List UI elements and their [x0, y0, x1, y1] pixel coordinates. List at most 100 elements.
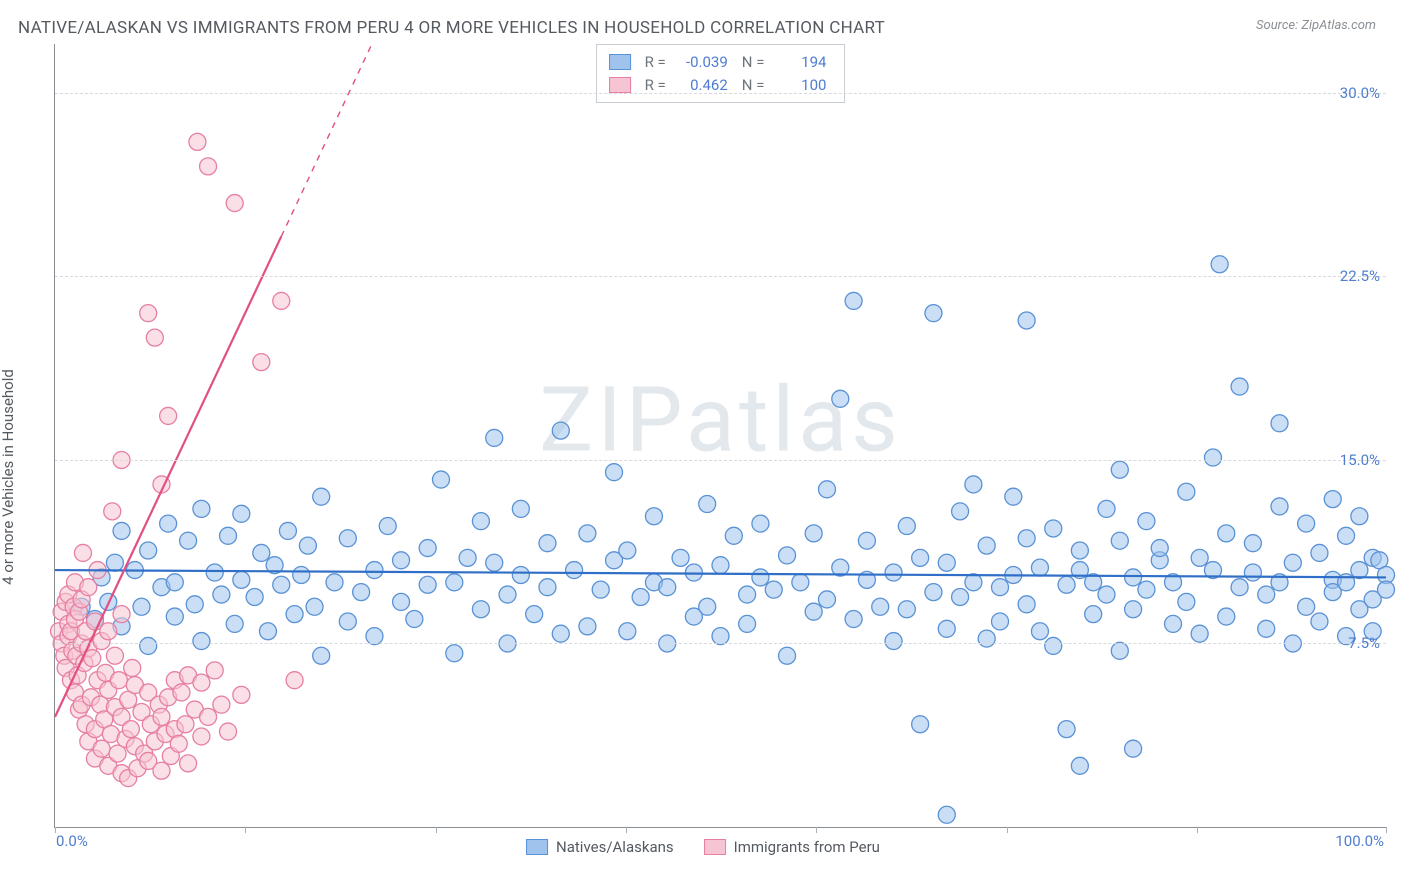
data-point	[213, 696, 230, 713]
data-point	[1191, 549, 1208, 566]
data-point	[419, 540, 436, 557]
data-point	[1125, 601, 1142, 618]
x-tick	[626, 827, 627, 833]
data-point	[1125, 569, 1142, 586]
data-point	[1138, 513, 1155, 530]
series-legend: Natives/AlaskansImmigrants from Peru	[526, 838, 880, 856]
x-tick	[816, 827, 817, 833]
data-point	[1218, 525, 1235, 542]
data-point	[170, 735, 187, 752]
data-point	[1005, 488, 1022, 505]
data-point	[1031, 623, 1048, 640]
data-point	[259, 623, 276, 640]
data-point	[739, 615, 756, 632]
x-axis-max-label: 100.0%	[1335, 832, 1384, 850]
data-point	[645, 508, 662, 525]
data-point	[133, 598, 150, 615]
data-point	[752, 569, 769, 586]
data-point	[885, 633, 902, 650]
data-point	[226, 195, 243, 212]
data-point	[1298, 598, 1315, 615]
data-point	[1071, 757, 1088, 774]
data-point	[912, 716, 929, 733]
data-point	[286, 606, 303, 623]
data-point	[699, 496, 716, 513]
data-point	[566, 562, 583, 579]
plot-svg	[55, 44, 1386, 827]
data-point	[140, 637, 157, 654]
data-point	[246, 588, 263, 605]
legend-swatch	[609, 54, 631, 70]
data-point	[1018, 312, 1035, 329]
data-point	[446, 574, 463, 591]
data-point	[898, 518, 915, 535]
data-point	[912, 549, 929, 566]
data-point	[313, 488, 330, 505]
data-point	[872, 598, 889, 615]
y-tick-label: 22.5%	[1340, 267, 1380, 285]
data-point	[186, 596, 203, 613]
data-point	[938, 554, 955, 571]
stat-r-label: R =	[645, 51, 666, 74]
data-point	[293, 566, 310, 583]
data-point	[539, 535, 556, 552]
gridline	[55, 643, 1386, 644]
data-point	[512, 500, 529, 517]
data-point	[725, 527, 742, 544]
data-point	[177, 716, 194, 733]
data-point	[253, 544, 270, 561]
data-point	[938, 620, 955, 637]
data-point	[552, 422, 569, 439]
data-point	[339, 613, 356, 630]
data-point	[1111, 461, 1128, 478]
stats-legend-row: R =-0.039N =194	[609, 51, 827, 74]
data-point	[619, 623, 636, 640]
data-point	[1244, 564, 1261, 581]
data-point	[160, 515, 177, 532]
x-tick	[245, 827, 246, 833]
data-point	[233, 571, 250, 588]
data-point	[379, 518, 396, 535]
data-point	[106, 647, 123, 664]
data-point	[1045, 637, 1062, 654]
data-point	[1204, 449, 1221, 466]
data-point	[113, 522, 130, 539]
data-point	[1338, 527, 1355, 544]
data-point	[619, 542, 636, 559]
data-point	[459, 549, 476, 566]
data-point	[206, 564, 223, 581]
data-point	[992, 613, 1009, 630]
data-point	[100, 623, 117, 640]
data-point	[193, 633, 210, 650]
stat-n-value: 194	[774, 51, 826, 74]
data-point	[1244, 535, 1261, 552]
data-point	[366, 628, 383, 645]
data-point	[1211, 256, 1228, 273]
data-point	[393, 593, 410, 610]
data-point	[1071, 542, 1088, 559]
stat-r-value: -0.039	[676, 51, 728, 74]
data-point	[472, 601, 489, 618]
data-point	[845, 611, 862, 628]
data-point	[1125, 740, 1142, 757]
data-point	[446, 645, 463, 662]
data-point	[858, 532, 875, 549]
data-point	[432, 471, 449, 488]
data-point	[1284, 554, 1301, 571]
data-point	[486, 554, 503, 571]
data-point	[606, 464, 623, 481]
data-point	[1324, 491, 1341, 508]
data-point	[1098, 586, 1115, 603]
stats-legend-box: R =-0.039N =194R =0.462N =100	[596, 44, 846, 103]
data-point	[779, 647, 796, 664]
legend-item: Natives/Alaskans	[526, 838, 674, 856]
data-point	[326, 574, 343, 591]
scatter-plot-area: ZIPatlas R =-0.039N =194R =0.462N =100 7…	[54, 44, 1386, 828]
data-point	[339, 530, 356, 547]
data-point	[805, 525, 822, 542]
data-point	[80, 579, 97, 596]
data-point	[1271, 498, 1288, 515]
data-point	[93, 740, 110, 757]
data-point	[193, 500, 210, 517]
data-point	[213, 586, 230, 603]
